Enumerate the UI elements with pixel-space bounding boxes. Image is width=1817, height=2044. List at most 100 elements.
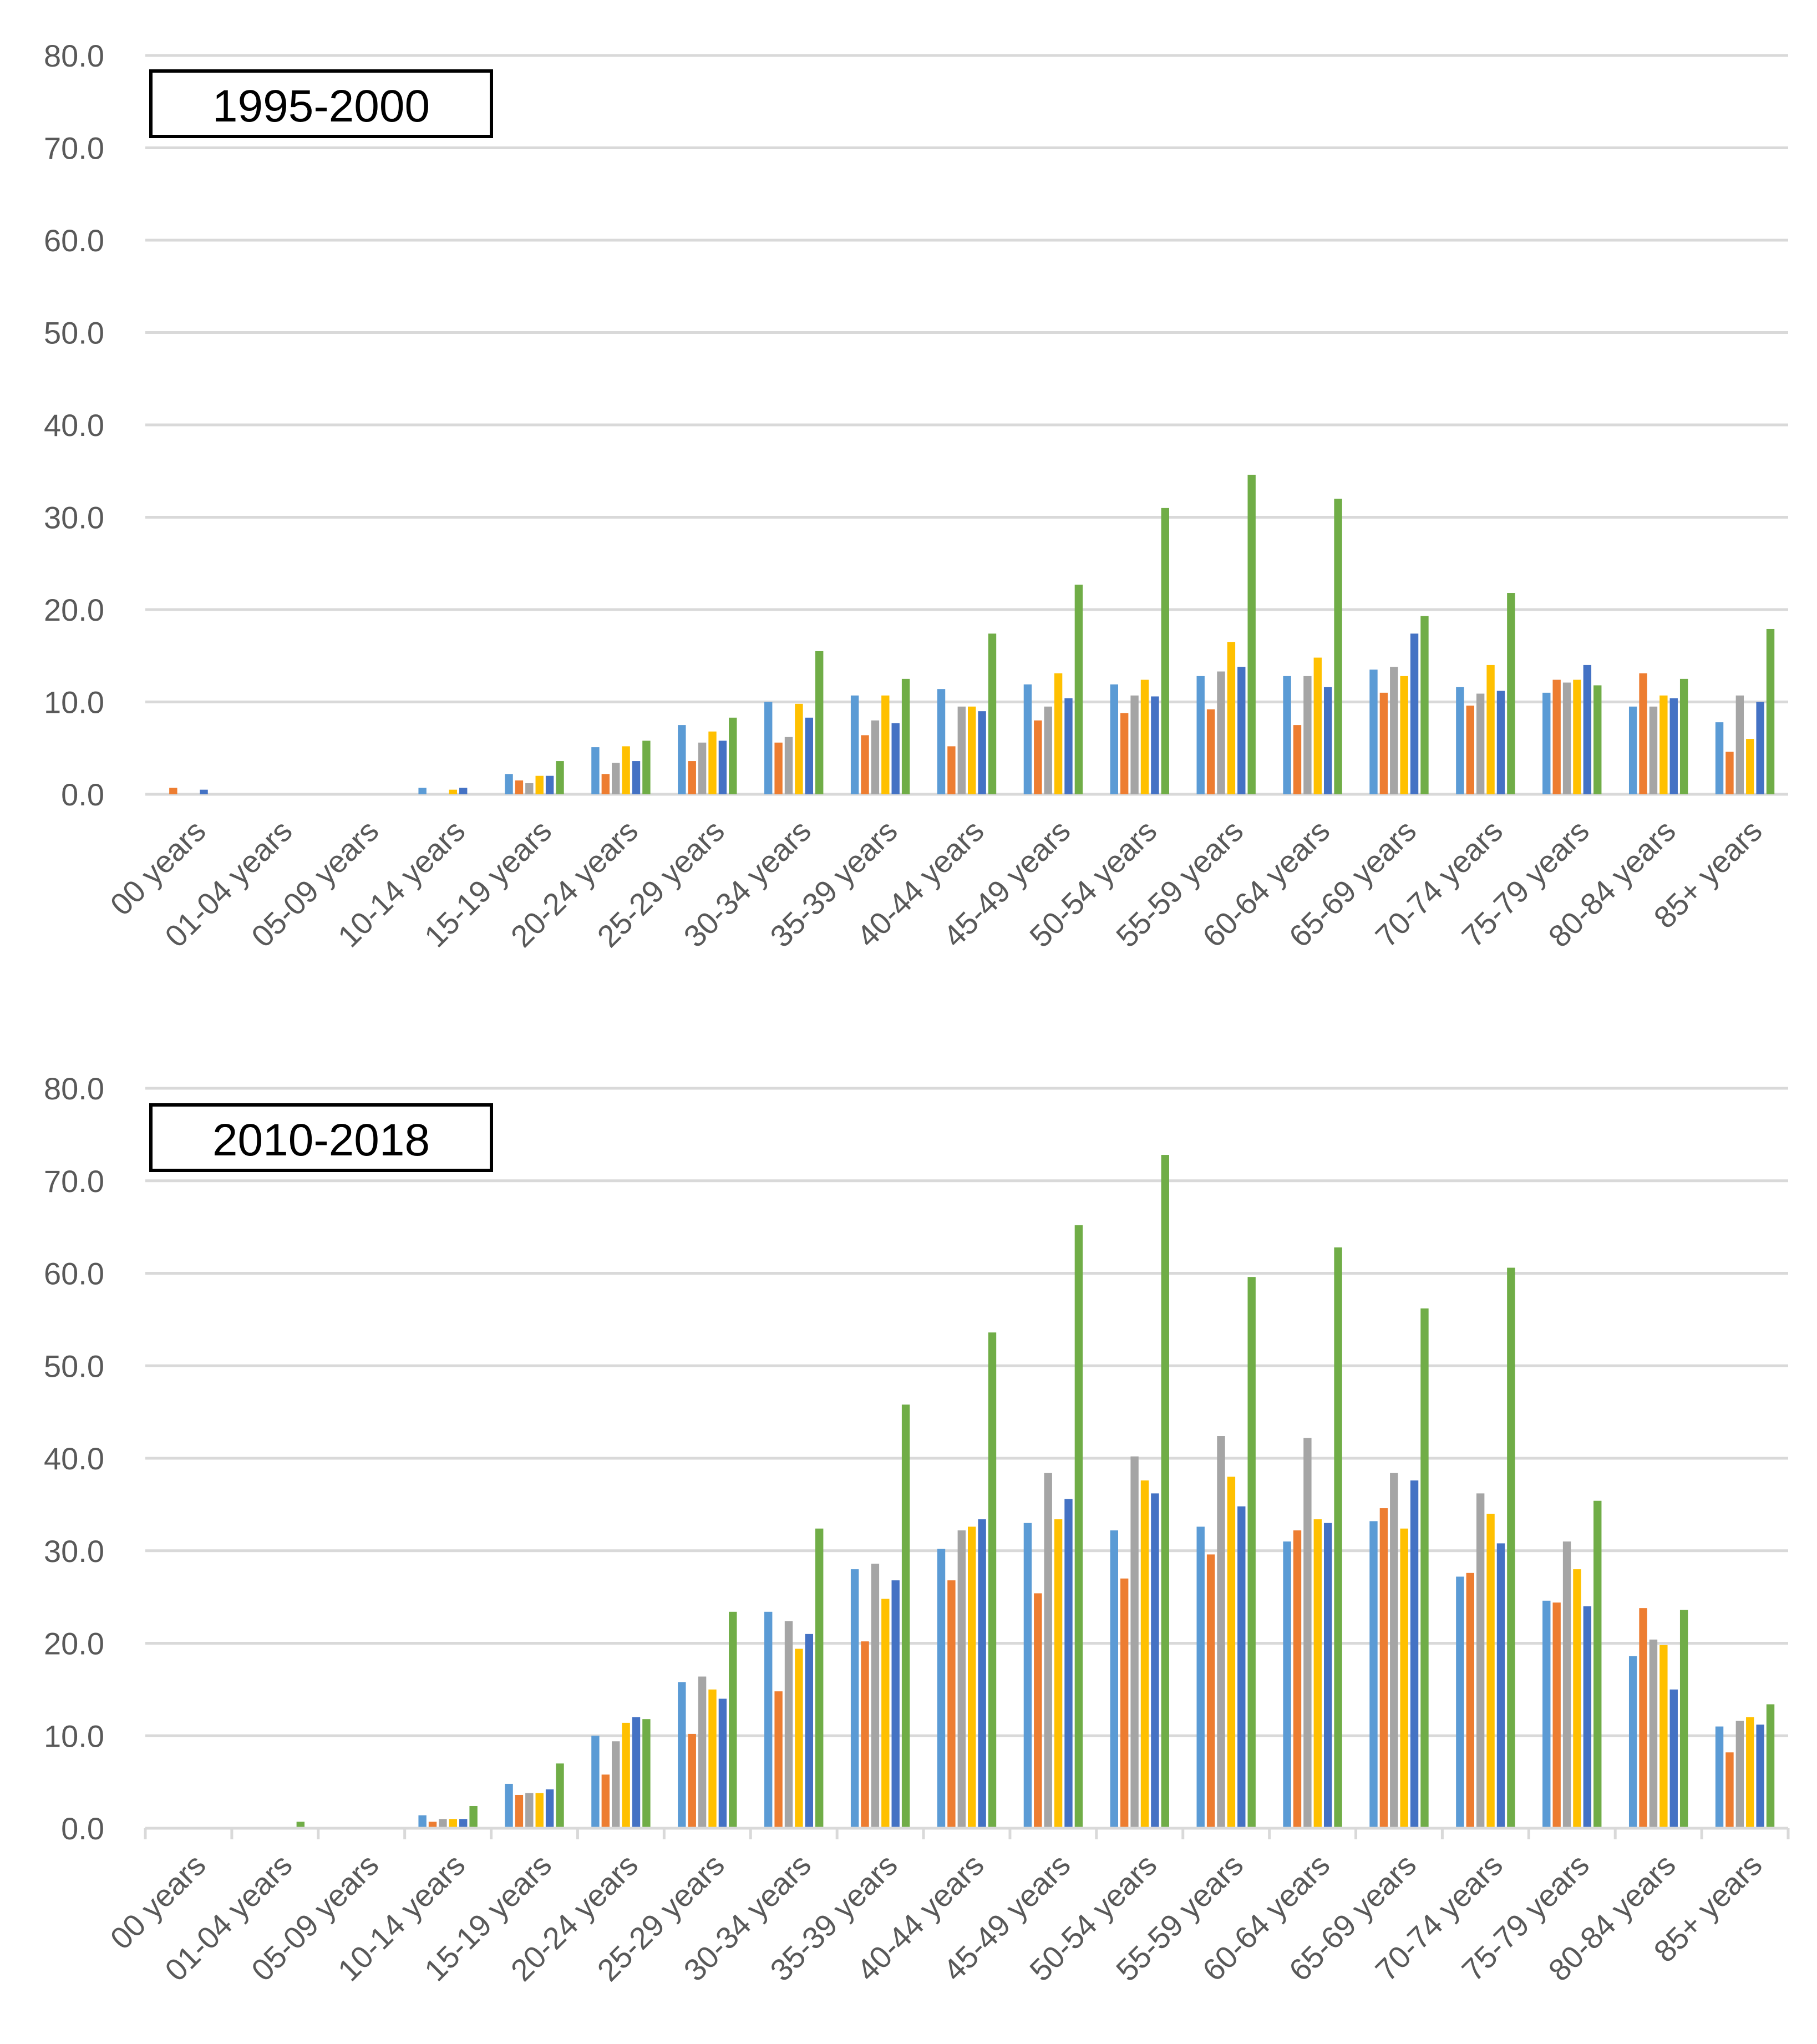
bar-series-2-7 bbox=[774, 1691, 783, 1828]
bar-series-2-6 bbox=[688, 1733, 696, 1828]
bar-series-4-12 bbox=[1227, 1477, 1236, 1828]
bar-series-5-7 bbox=[805, 717, 814, 794]
chart-title: 1995-2000 bbox=[212, 81, 430, 131]
bar-group bbox=[169, 474, 1775, 794]
y-tick-label: 50.0 bbox=[44, 316, 104, 351]
bar-series-6-10 bbox=[1074, 585, 1083, 794]
bar-series-5-5 bbox=[632, 1717, 641, 1828]
bar-series-2-5 bbox=[601, 774, 610, 794]
bar-series-2-3 bbox=[428, 1822, 437, 1828]
y-tick-label: 10.0 bbox=[44, 685, 104, 720]
bar-series-4-11 bbox=[1140, 1480, 1149, 1828]
bar-series-5-16 bbox=[1583, 1606, 1592, 1828]
bar-series-6-9 bbox=[988, 1332, 997, 1828]
bar-series-5-15 bbox=[1496, 691, 1505, 794]
bar-series-6-12 bbox=[1247, 474, 1256, 794]
bar-series-3-14 bbox=[1390, 667, 1398, 794]
bar-series-3-9 bbox=[957, 706, 966, 794]
bar-series-1-13 bbox=[1283, 1541, 1291, 1828]
bar-series-1-4 bbox=[505, 1783, 513, 1828]
bar-series-1-17 bbox=[1628, 1656, 1637, 1828]
bar-series-1-18 bbox=[1715, 1726, 1724, 1828]
bar-series-6-8 bbox=[901, 678, 910, 794]
bar-series-4-15 bbox=[1486, 1514, 1495, 1828]
bar-series-3-12 bbox=[1217, 671, 1225, 794]
bar-series-2-15 bbox=[1466, 1573, 1474, 1828]
y-gridlines bbox=[145, 54, 1788, 796]
bar-series-1-14 bbox=[1369, 1521, 1378, 1828]
bar-series-1-17 bbox=[1628, 706, 1637, 794]
bar-series-5-14 bbox=[1410, 1480, 1419, 1828]
bar-series-4-14 bbox=[1400, 676, 1408, 794]
bar-series-4-3 bbox=[449, 1819, 458, 1828]
y-tick-label: 40.0 bbox=[44, 408, 104, 443]
y-tick-label: 70.0 bbox=[44, 131, 104, 166]
bar-series-5-10 bbox=[1064, 698, 1073, 794]
bar-series-2-17 bbox=[1639, 673, 1647, 794]
bar-series-4-16 bbox=[1573, 1569, 1581, 1828]
bar-series-1-11 bbox=[1110, 1530, 1118, 1828]
bar-series-5-13 bbox=[1323, 687, 1332, 794]
y-tick-label: 80.0 bbox=[44, 38, 104, 73]
bar-series-5-7 bbox=[805, 1634, 814, 1828]
bar-series-4-13 bbox=[1313, 657, 1322, 794]
bar-series-2-15 bbox=[1466, 706, 1474, 794]
bar-series-3-11 bbox=[1130, 695, 1139, 794]
bar-series-2-11 bbox=[1120, 713, 1129, 794]
bar-series-2-12 bbox=[1206, 709, 1215, 794]
bar-series-3-6 bbox=[698, 1676, 707, 1828]
bar-series-1-14 bbox=[1369, 670, 1378, 794]
bar-series-1-6 bbox=[678, 1682, 686, 1828]
bar-series-6-14 bbox=[1420, 1308, 1429, 1828]
bar-series-6-17 bbox=[1679, 678, 1688, 794]
y-tick-label: 50.0 bbox=[44, 1348, 104, 1383]
y-tick-label: 40.0 bbox=[44, 1441, 104, 1476]
bar-series-1-16 bbox=[1542, 692, 1551, 794]
bar-series-4-7 bbox=[795, 1649, 803, 1828]
bar-series-1-10 bbox=[1023, 684, 1032, 794]
bar-series-5-4 bbox=[545, 775, 554, 794]
bar-series-3-7 bbox=[784, 737, 793, 794]
bar-series-6-14 bbox=[1420, 616, 1429, 794]
bar-group bbox=[296, 1155, 1775, 1828]
bar-series-2-14 bbox=[1379, 1508, 1388, 1828]
bar-series-6-6 bbox=[729, 1611, 737, 1828]
bar-series-1-16 bbox=[1542, 1600, 1551, 1828]
bar-series-2-7 bbox=[774, 742, 783, 794]
bar-series-6-11 bbox=[1161, 508, 1169, 794]
bar-series-2-8 bbox=[861, 1641, 869, 1828]
title-frame bbox=[149, 1103, 493, 1172]
bar-series-1-4 bbox=[505, 774, 513, 794]
bar-series-4-18 bbox=[1746, 1717, 1754, 1828]
bar-series-6-8 bbox=[901, 1404, 910, 1828]
bar-series-1-15 bbox=[1456, 1576, 1464, 1828]
bar-series-4-14 bbox=[1400, 1528, 1408, 1828]
bar-series-5-12 bbox=[1237, 1506, 1246, 1828]
bar-series-2-12 bbox=[1206, 1554, 1215, 1828]
bar-series-3-16 bbox=[1562, 1541, 1571, 1828]
bar-series-2-6 bbox=[688, 761, 696, 794]
bar-series-5-15 bbox=[1496, 1543, 1505, 1828]
bar-series-1-11 bbox=[1110, 684, 1118, 794]
bar-series-6-7 bbox=[815, 651, 824, 794]
bar-series-2-11 bbox=[1120, 1578, 1129, 1828]
bar-series-6-9 bbox=[988, 633, 997, 794]
bar-series-5-8 bbox=[891, 1580, 900, 1828]
bar-series-4-8 bbox=[881, 1599, 890, 1828]
bar-series-2-16 bbox=[1552, 679, 1561, 794]
chart-title-box: 2010-2018 bbox=[149, 1103, 493, 1172]
bar-series-1-12 bbox=[1196, 676, 1205, 794]
bar-series-3-18 bbox=[1735, 695, 1744, 794]
bar-series-5-14 bbox=[1410, 633, 1419, 794]
y-tick-labels: 0.0 10.0 20.0 30.0 40.0 50.0 60.0 70.0 80.0 bbox=[44, 38, 104, 812]
bar-series-5-3 bbox=[459, 788, 468, 794]
bar-series-6-16 bbox=[1593, 685, 1602, 794]
y-tick-label: 60.0 bbox=[44, 1256, 104, 1291]
bar-series-4-4 bbox=[535, 1793, 544, 1828]
y-tick-label: 0.0 bbox=[61, 1811, 104, 1846]
bar-series-4-3 bbox=[449, 789, 458, 794]
bar-series-3-6 bbox=[698, 742, 707, 794]
bar-series-3-15 bbox=[1476, 1493, 1485, 1828]
